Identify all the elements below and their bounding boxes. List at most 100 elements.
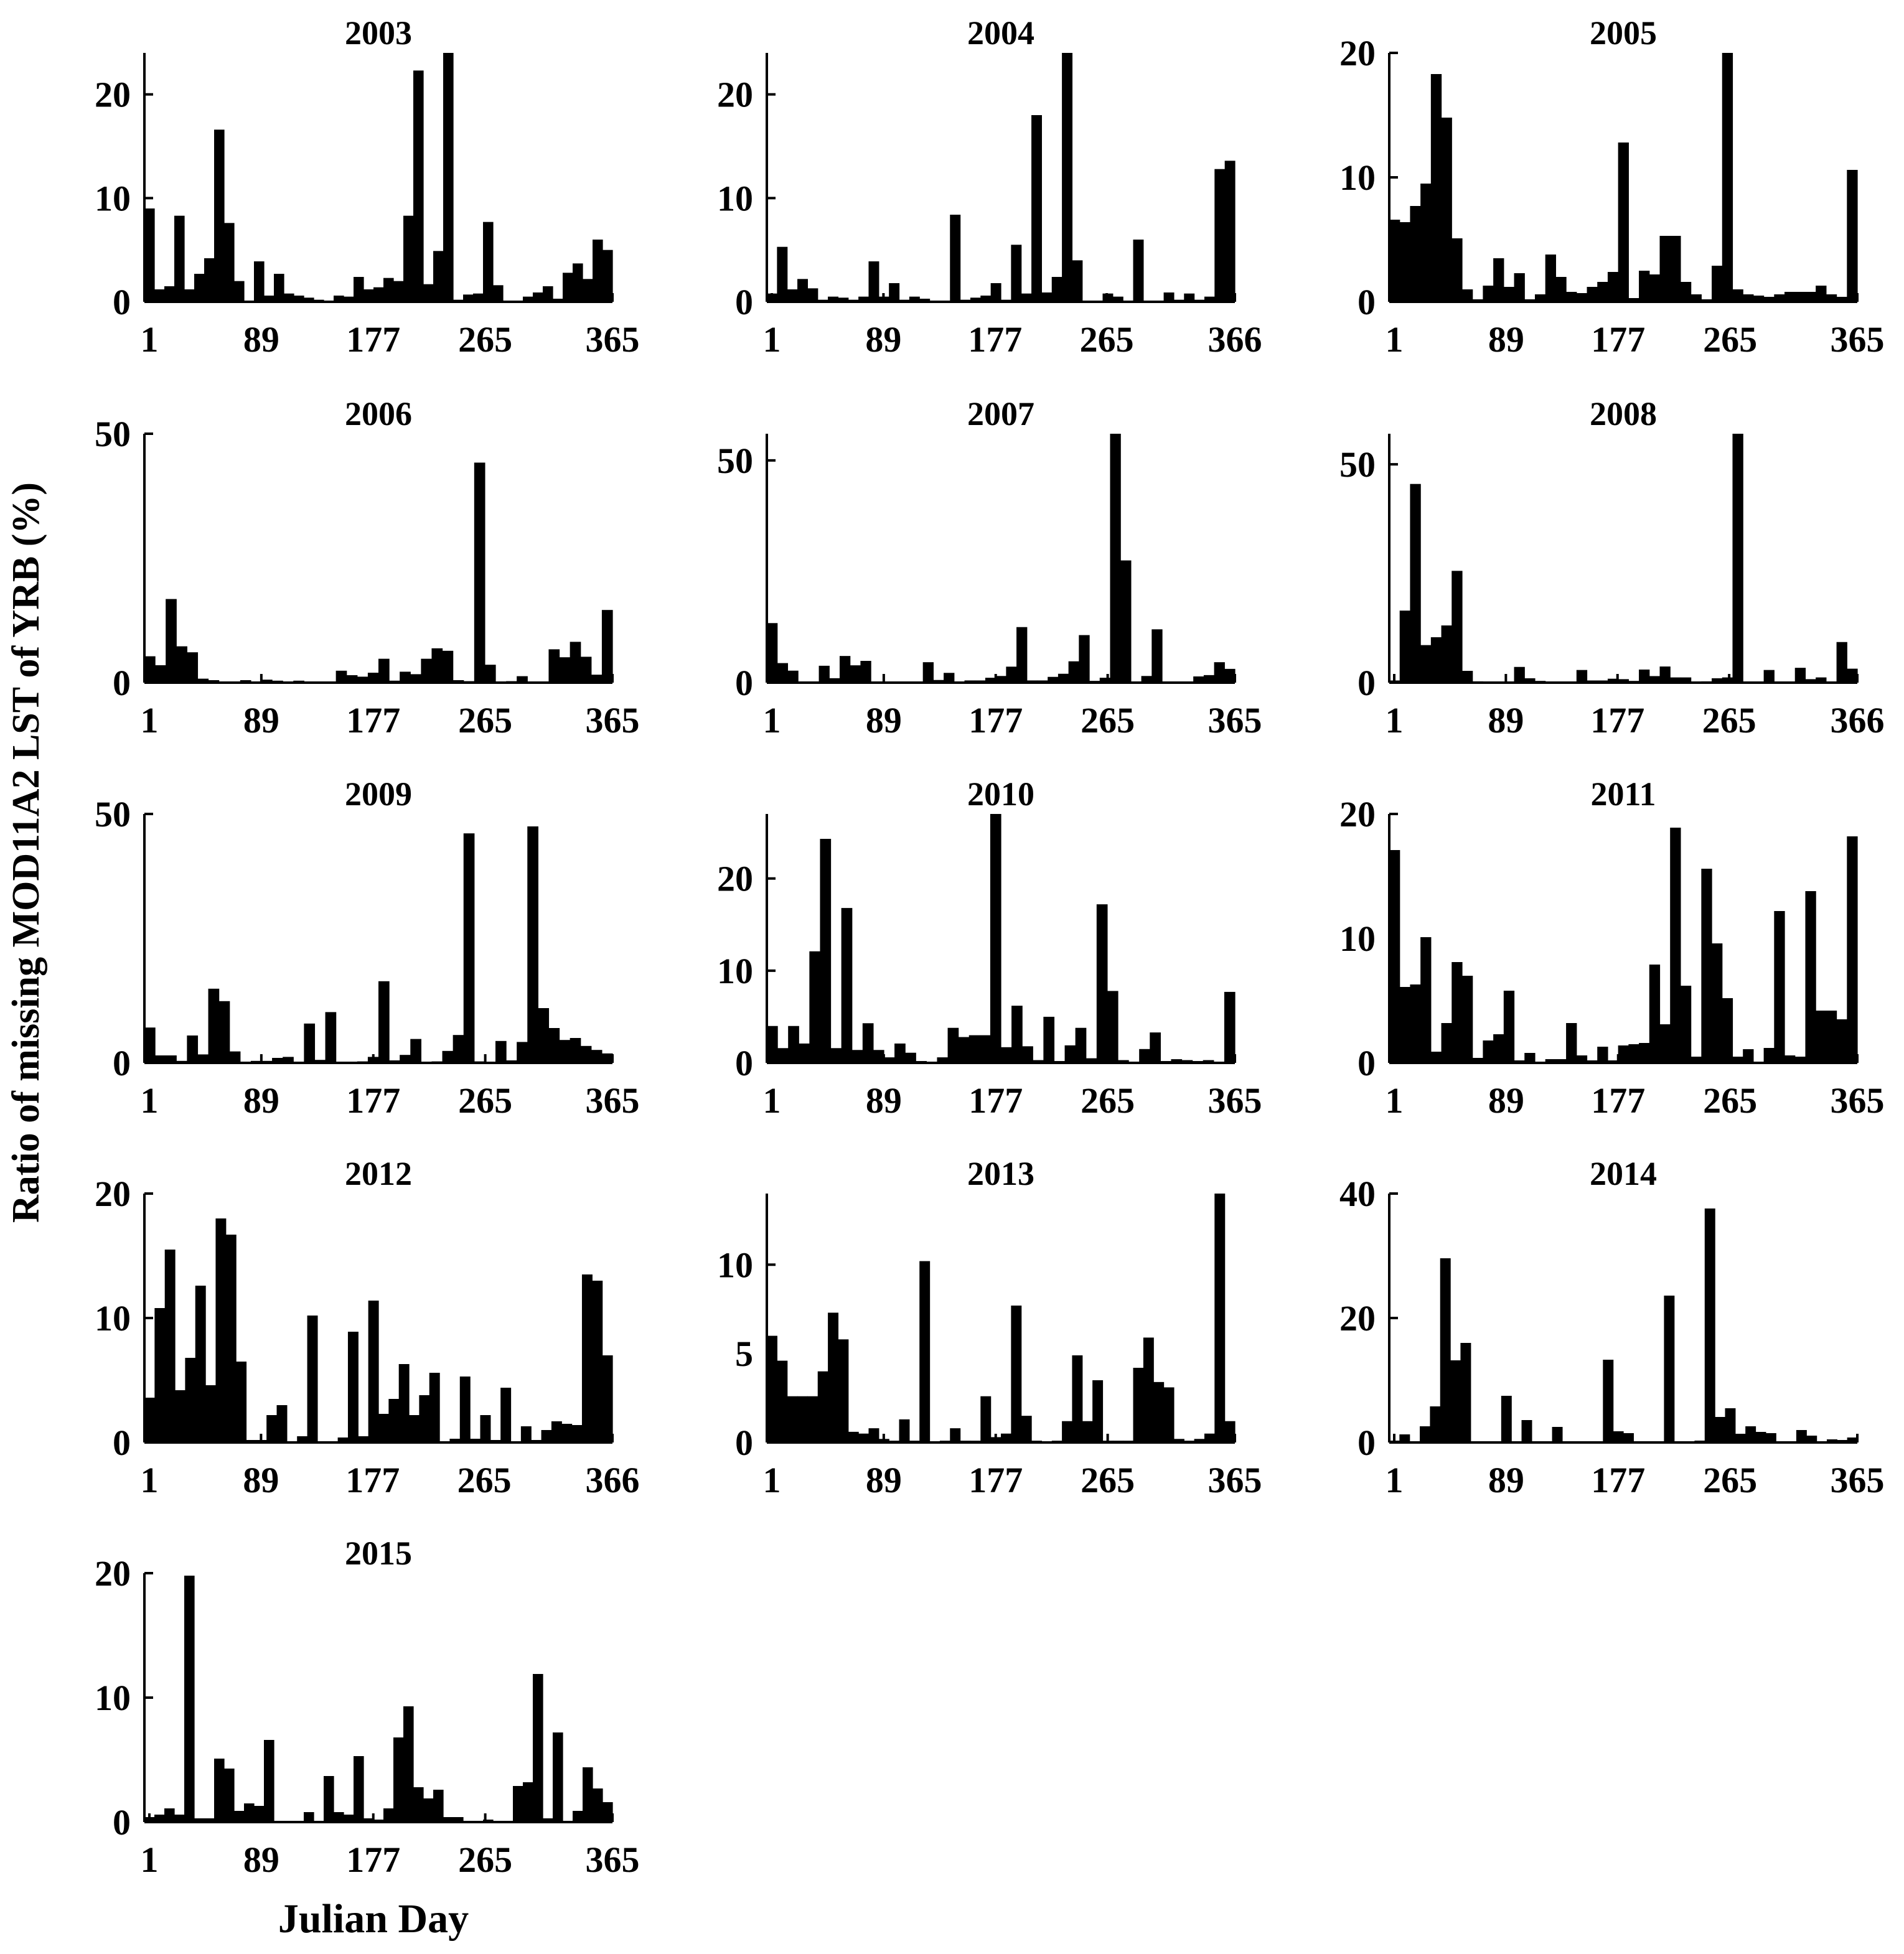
bar bbox=[1203, 1060, 1214, 1063]
bar bbox=[166, 599, 177, 683]
bar bbox=[1064, 1045, 1076, 1063]
y-tick-label: 0 bbox=[1358, 1423, 1376, 1463]
bar bbox=[548, 1028, 560, 1063]
x-tick-label: 177 bbox=[968, 1080, 1023, 1121]
bar bbox=[541, 1430, 552, 1442]
bar bbox=[398, 1364, 410, 1442]
bar bbox=[1460, 1343, 1471, 1442]
bar bbox=[1483, 286, 1494, 302]
y-tick-label: 20 bbox=[95, 1174, 131, 1214]
bar bbox=[1441, 118, 1452, 302]
bar bbox=[164, 1808, 175, 1822]
bar bbox=[580, 1045, 592, 1063]
bar bbox=[1659, 666, 1671, 683]
bar bbox=[442, 1050, 454, 1063]
bar bbox=[1826, 294, 1837, 302]
bar bbox=[214, 129, 225, 302]
bar bbox=[1826, 1439, 1837, 1442]
bar bbox=[363, 289, 374, 302]
bar bbox=[1816, 1011, 1827, 1063]
bar bbox=[1805, 292, 1816, 302]
bar bbox=[1483, 1040, 1494, 1063]
bar bbox=[553, 299, 563, 302]
bar bbox=[1001, 1047, 1012, 1063]
bar bbox=[561, 1424, 573, 1442]
bar bbox=[1628, 298, 1639, 302]
bar bbox=[523, 1782, 533, 1822]
x-tick-label: 1 bbox=[1386, 1460, 1404, 1500]
bar bbox=[513, 1786, 523, 1822]
x-tick-label: 265 bbox=[1703, 1080, 1757, 1121]
bar bbox=[905, 1052, 916, 1063]
bar bbox=[899, 1419, 910, 1442]
bar bbox=[443, 53, 454, 302]
bar bbox=[909, 296, 920, 302]
bar bbox=[919, 299, 931, 302]
bar bbox=[1534, 294, 1546, 302]
bar bbox=[1794, 668, 1806, 683]
bar bbox=[388, 1399, 400, 1442]
x-tick-label: 1 bbox=[141, 319, 159, 360]
x-tick-label: 1 bbox=[763, 319, 781, 360]
bar bbox=[184, 289, 195, 302]
panel-2006: 2006 0 50 1 89 177 265 365 bbox=[95, 395, 640, 741]
bar bbox=[154, 1815, 165, 1822]
bar bbox=[174, 1815, 185, 1822]
bar bbox=[1031, 115, 1042, 302]
bar bbox=[1430, 74, 1442, 302]
x-tick-label: 365 bbox=[586, 1080, 640, 1121]
panel-title: 2014 bbox=[1590, 1155, 1657, 1192]
bar bbox=[1603, 1360, 1614, 1442]
bar bbox=[551, 1421, 562, 1442]
bar bbox=[1163, 1387, 1175, 1442]
bar bbox=[358, 1436, 369, 1442]
bar bbox=[154, 289, 165, 302]
x-tick-label: 89 bbox=[865, 319, 901, 360]
bar bbox=[1763, 297, 1775, 302]
bar bbox=[517, 1042, 528, 1063]
bar bbox=[357, 676, 368, 683]
x-tick-label: 177 bbox=[968, 700, 1023, 741]
bar bbox=[197, 1054, 209, 1063]
bar bbox=[204, 258, 215, 302]
bar bbox=[1847, 668, 1858, 683]
bar bbox=[1765, 1433, 1776, 1442]
bar bbox=[378, 1414, 389, 1442]
y-tick-label: 20 bbox=[1339, 33, 1376, 73]
bar bbox=[1214, 662, 1225, 683]
panel-2007: 2007 0 50 1 89 177 265 365 bbox=[717, 395, 1262, 741]
bar bbox=[403, 215, 414, 302]
bar bbox=[229, 1051, 241, 1063]
bar bbox=[990, 283, 1001, 302]
bar bbox=[1041, 292, 1053, 302]
bar bbox=[602, 1355, 613, 1442]
x-tick-label: 265 bbox=[458, 700, 512, 741]
bar bbox=[1099, 678, 1111, 683]
bar bbox=[860, 661, 871, 683]
bar bbox=[204, 1818, 215, 1822]
x-tick-label: 89 bbox=[866, 700, 902, 741]
bar bbox=[985, 678, 997, 683]
bar bbox=[1794, 1057, 1806, 1063]
bar bbox=[1011, 245, 1022, 302]
bar bbox=[334, 296, 344, 302]
bar bbox=[1794, 292, 1806, 302]
bar bbox=[1193, 676, 1204, 683]
y-axis-label: Ratio of missing MOD11A2 LST of YRB (%) bbox=[5, 482, 47, 1223]
bar bbox=[1062, 53, 1073, 302]
panel-title: 2011 bbox=[1590, 775, 1656, 813]
bar bbox=[1639, 669, 1650, 683]
bar bbox=[1649, 676, 1661, 683]
y-tick-label: 20 bbox=[95, 1553, 131, 1594]
bar bbox=[601, 1053, 613, 1063]
bar bbox=[889, 283, 900, 302]
bar bbox=[1118, 1060, 1129, 1063]
bar bbox=[548, 649, 560, 683]
bar bbox=[1451, 238, 1463, 302]
bar bbox=[1011, 1006, 1023, 1063]
bar bbox=[919, 1261, 931, 1442]
y-tick-label: 0 bbox=[113, 1423, 131, 1463]
x-tick-label: 365 bbox=[1208, 1080, 1262, 1121]
bar bbox=[809, 951, 821, 1063]
